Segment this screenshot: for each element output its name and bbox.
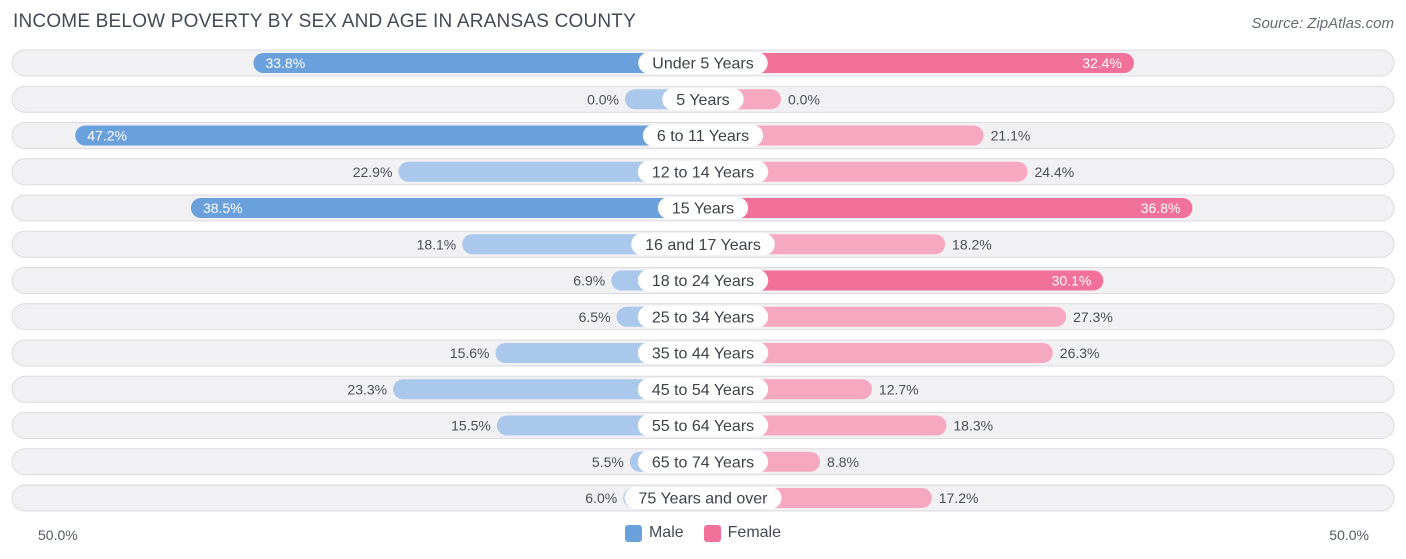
value-label-male: 33.8% bbox=[265, 55, 305, 71]
category-pill bbox=[631, 233, 775, 256]
legend-item-male: Male bbox=[624, 524, 684, 542]
legend-swatch-male bbox=[624, 524, 642, 542]
legend-item-female: Female bbox=[703, 524, 782, 542]
legend-swatch-female bbox=[703, 524, 721, 542]
category-pill bbox=[637, 160, 769, 183]
value-label-male: 6.0% bbox=[585, 490, 617, 506]
category-label: 65 to 74 Years bbox=[652, 454, 754, 471]
legend-label-female: Female bbox=[727, 524, 782, 541]
value-label-male: 15.5% bbox=[451, 418, 491, 434]
category-pill bbox=[637, 414, 769, 437]
value-label-male: 0.0% bbox=[587, 91, 619, 107]
category-label: Under 5 Years bbox=[652, 56, 753, 73]
source-label: Source: ZipAtlas.com bbox=[1251, 15, 1394, 32]
category-pill bbox=[637, 305, 769, 328]
bar-female bbox=[703, 161, 1028, 182]
category-label: 6 to 11 Years bbox=[657, 128, 749, 145]
value-label-female: 30.1% bbox=[1052, 273, 1092, 289]
category-pill bbox=[638, 52, 768, 74]
category-label: 12 to 14 Years bbox=[652, 164, 754, 181]
bar-male bbox=[398, 161, 703, 182]
value-label-male: 6.5% bbox=[579, 309, 611, 325]
value-label-female: 0.0% bbox=[788, 91, 820, 107]
value-label-female: 32.4% bbox=[1082, 55, 1122, 71]
value-label-female: 12.7% bbox=[879, 381, 919, 397]
value-label-male: 15.6% bbox=[450, 345, 490, 361]
value-label-female: 24.4% bbox=[1035, 164, 1075, 180]
category-label: 55 to 64 Years bbox=[652, 418, 754, 435]
value-label-female: 26.3% bbox=[1060, 345, 1100, 361]
category-label: 25 to 34 Years bbox=[652, 309, 754, 326]
bar-female bbox=[703, 125, 984, 146]
bar-male bbox=[393, 379, 703, 400]
bar-female bbox=[703, 53, 1134, 73]
category-pill bbox=[637, 378, 769, 401]
value-label-male: 38.5% bbox=[203, 200, 243, 216]
category-pill bbox=[657, 197, 749, 219]
bar-male bbox=[75, 125, 704, 146]
value-label-male: 18.1% bbox=[417, 236, 457, 252]
category-pill bbox=[637, 269, 769, 292]
value-label-female: 18.2% bbox=[952, 236, 992, 252]
category-pill bbox=[637, 450, 769, 473]
value-label-female: 8.8% bbox=[827, 454, 859, 470]
bar-female bbox=[703, 270, 1104, 291]
category-label: 45 to 54 Years bbox=[652, 382, 754, 399]
value-label-male: 22.9% bbox=[353, 164, 393, 180]
category-label: 5 Years bbox=[676, 92, 729, 109]
axis-right-label: 50.0% bbox=[1329, 527, 1369, 543]
value-label-female: 36.8% bbox=[1141, 200, 1181, 216]
chart-title: INCOME BELOW POVERTY BY SEX AND AGE IN A… bbox=[13, 11, 636, 32]
value-label-male: 6.9% bbox=[573, 273, 605, 289]
axis-left-label: 50.0% bbox=[38, 527, 78, 543]
value-label-female: 17.2% bbox=[939, 490, 979, 506]
category-pill bbox=[637, 342, 769, 364]
bar-male bbox=[253, 53, 703, 73]
bar-female bbox=[703, 306, 1067, 327]
category-label: 18 to 24 Years bbox=[652, 273, 754, 290]
legend-label-male: Male bbox=[648, 524, 684, 541]
value-label-male: 5.5% bbox=[592, 454, 624, 470]
category-pill bbox=[624, 487, 782, 509]
value-label-male: 23.3% bbox=[347, 381, 387, 397]
bar-female bbox=[703, 198, 1193, 218]
value-label-female: 27.3% bbox=[1073, 309, 1113, 325]
value-label-female: 18.3% bbox=[953, 418, 993, 434]
category-label: 75 Years and over bbox=[639, 491, 769, 508]
bar-female bbox=[703, 343, 1053, 363]
value-label-male: 47.2% bbox=[87, 128, 127, 144]
category-pill bbox=[642, 124, 764, 147]
bar-male bbox=[190, 198, 703, 218]
category-label: 15 Years bbox=[672, 201, 734, 218]
category-label: 16 and 17 Years bbox=[645, 237, 761, 254]
category-pill bbox=[662, 88, 744, 111]
chart-area: Under 5 Years 33.8% 32.4% 5 Years 0.0% 0.0% 6 … bbox=[11, 49, 1395, 512]
legend: Male Female bbox=[0, 524, 1406, 542]
category-label: 35 to 44 Years bbox=[652, 346, 754, 363]
value-label-female: 21.1% bbox=[991, 128, 1031, 144]
